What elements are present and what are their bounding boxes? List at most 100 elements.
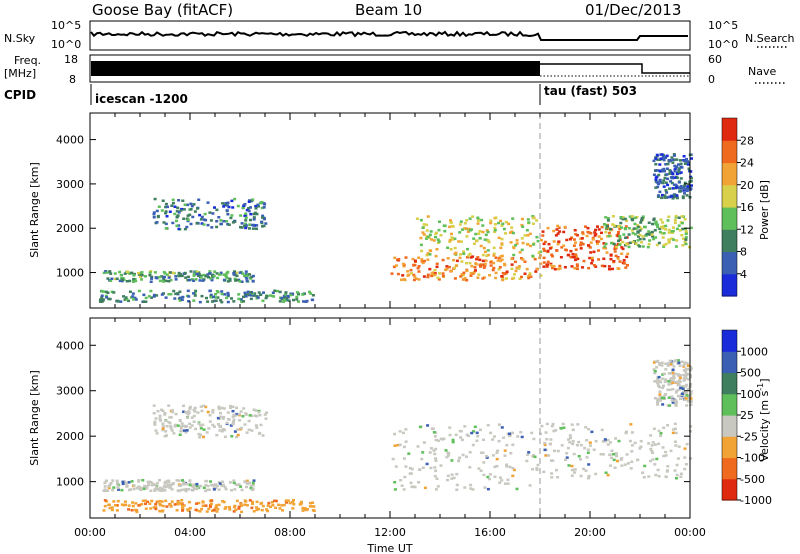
vel-cell: [653, 443, 657, 446]
vel-cell: [187, 411, 191, 415]
power-cell: [639, 221, 643, 224]
vel-cell: [214, 505, 218, 508]
power-cell: [529, 244, 532, 248]
power-cell: [597, 249, 600, 252]
power-cell: [218, 273, 221, 276]
vel-cell: [585, 456, 589, 459]
power-cell: [455, 259, 459, 263]
power-cell: [638, 245, 642, 248]
vel-cell: [402, 488, 406, 491]
vel-cell: [435, 477, 439, 480]
vel-cell: [682, 379, 686, 382]
vel-cell: [261, 434, 265, 437]
vel-cell: [111, 479, 115, 482]
power-cell: [493, 226, 497, 230]
vel-cell: [685, 383, 689, 387]
vel-cell: [192, 485, 196, 488]
vel-cell: [259, 423, 263, 427]
vel-cell: [165, 434, 168, 437]
power-cell: [484, 233, 488, 237]
power-cell: [233, 197, 237, 201]
power-cell: [675, 239, 679, 242]
power-cell: [483, 264, 487, 268]
vel-cell: [153, 488, 157, 491]
power-cell: [684, 242, 688, 246]
vel-cell: [145, 486, 149, 490]
nsky-tick-bottom: 10^0: [51, 38, 81, 51]
vel-cell: [422, 441, 426, 444]
vel-cell: [548, 442, 552, 445]
power-cell: [100, 294, 104, 297]
vel-cell: [682, 377, 686, 380]
power-cell: [661, 170, 664, 173]
vel-cell: [156, 409, 160, 413]
power-colorbar-tick-label: 8: [740, 246, 747, 259]
vel-cell: [420, 457, 424, 461]
vel-cell: [400, 484, 404, 487]
power-cell: [680, 221, 684, 225]
vel-cell: [660, 364, 664, 367]
power-cell: [460, 228, 464, 231]
vel-cell: [257, 507, 261, 511]
freq-tick-top: 18: [64, 53, 78, 66]
power-cell: [119, 300, 123, 303]
power-cell: [429, 230, 433, 233]
power-cell: [648, 239, 652, 242]
vel-cell: [243, 499, 247, 502]
power-cell: [428, 267, 432, 271]
power-cell: [550, 253, 554, 256]
power-cell: [165, 273, 169, 276]
power-cell: [591, 236, 595, 240]
vel-cell: [127, 481, 131, 484]
power-cell: [225, 209, 229, 212]
vel-cell: [533, 455, 537, 459]
power-cell: [149, 270, 153, 273]
power-cell: [244, 224, 248, 227]
power-cell: [481, 259, 485, 263]
vel-cell: [188, 506, 192, 510]
vel-cell: [672, 379, 676, 382]
power-cell: [265, 295, 269, 298]
power-cell: [664, 156, 667, 159]
vel-cell: [149, 507, 153, 510]
vel-cell: [308, 505, 312, 508]
power-cell: [663, 196, 667, 199]
vel-cell: [633, 441, 637, 445]
power-cell: [215, 272, 219, 275]
vel-cell: [141, 499, 145, 503]
power-cell: [520, 237, 524, 240]
power-cell: [673, 176, 677, 179]
power-cell: [549, 262, 553, 266]
power-cell: [134, 279, 138, 283]
power-cell: [248, 293, 251, 297]
power-cell: [195, 271, 199, 274]
power-region-4: [415, 215, 543, 258]
vel-cell: [582, 467, 586, 471]
power-cell: [674, 186, 678, 189]
power-cell: [681, 195, 685, 198]
velocity-xticks: 00:00 04:00 08:00 12:00 16:00 20:00 00:00: [74, 318, 706, 539]
power-cell: [689, 170, 693, 173]
vel-cell: [231, 405, 235, 408]
power-cell: [615, 225, 619, 228]
vel-cell: [130, 509, 134, 512]
vel-cell: [658, 362, 661, 365]
power-cell: [512, 246, 516, 250]
power-cell: [546, 263, 549, 266]
power-cell: [677, 181, 681, 184]
power-cell: [548, 247, 552, 250]
power-cell: [485, 254, 489, 257]
vel-cell: [454, 433, 458, 437]
power-ytick-label: 1000: [56, 267, 84, 280]
vel-cell: [241, 415, 245, 418]
vel-cell: [682, 365, 686, 368]
power-colorbar-swatch: [722, 184, 737, 208]
vel-cell: [212, 425, 216, 428]
power-cell: [661, 155, 665, 158]
vel-cell: [158, 414, 162, 418]
cpid-label: CPID: [4, 88, 36, 102]
power-cell: [187, 300, 191, 303]
power-cell: [157, 205, 161, 208]
power-cell: [594, 232, 598, 236]
power-cell: [572, 238, 576, 241]
